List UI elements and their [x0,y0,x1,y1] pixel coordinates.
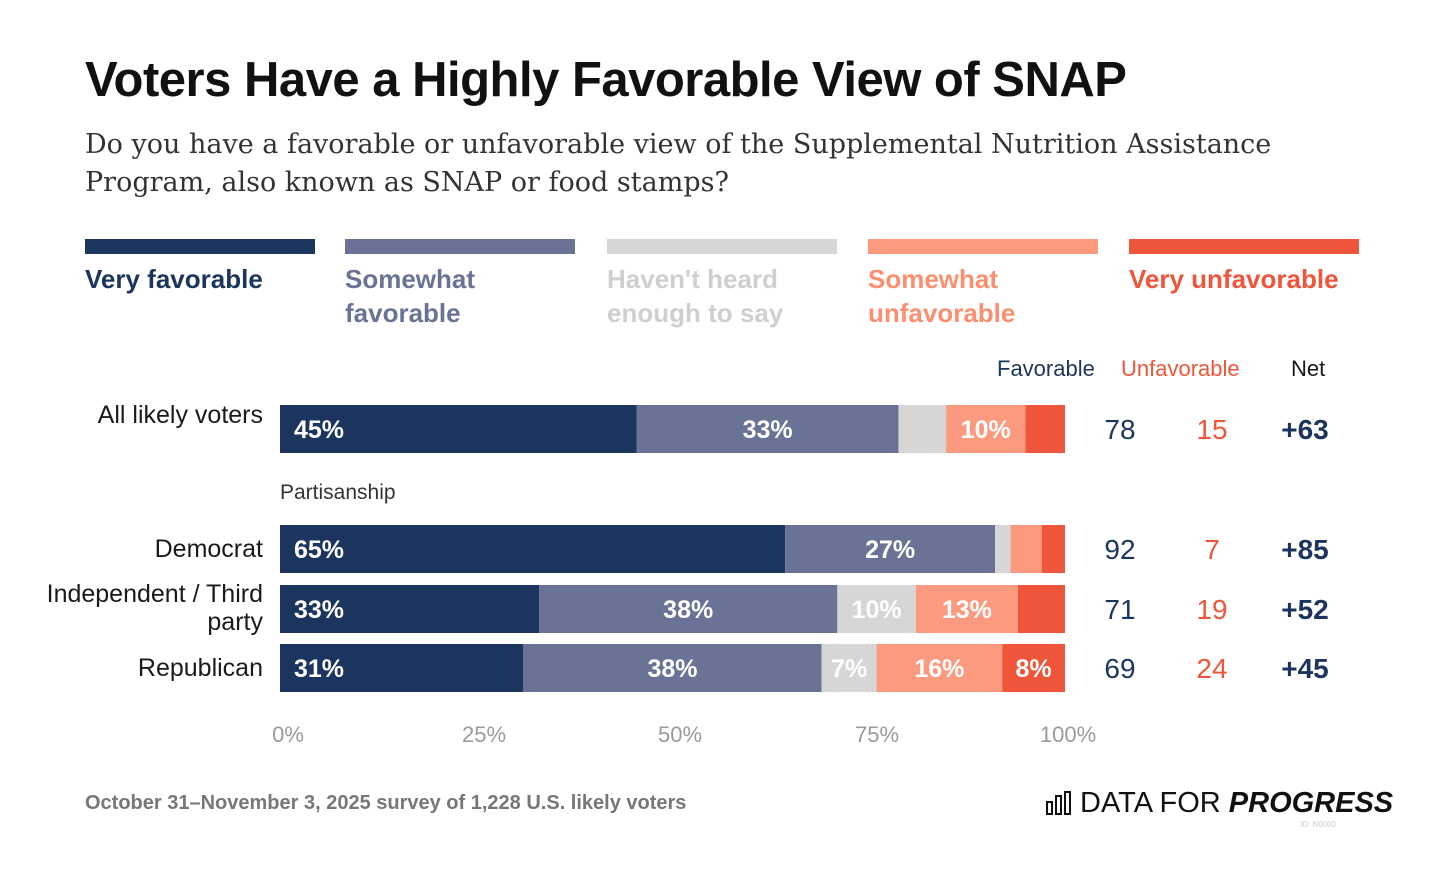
net-value: +45 [1281,653,1329,684]
bar-value-label: 7% [831,655,867,683]
bar-segment-very-favorable [280,525,786,573]
bar-segment-somewhat-unfavorable [1010,525,1042,573]
bar-segment-havent-heard [821,644,877,692]
legend-very-favorable: Very favorable [85,239,315,296]
unfavorable-value: 19 [1196,594,1227,625]
bar-value-label: 31% [294,655,344,683]
bar-segment-very-favorable [280,405,637,453]
legend-swatch [868,239,1098,254]
net-value: +52 [1281,594,1329,625]
legend-label: Somewhat unfavorable [868,264,1016,328]
favorable-value: 78 [1104,414,1135,445]
bar-segment-havent-heard [898,405,947,453]
bar-segment-very-favorable [280,644,524,692]
x-tick-label: 50% [658,722,702,747]
bar-value-label: 33% [294,596,344,624]
column-header-unfavorable: Unfavorable [1121,356,1240,381]
legend-somewhat-favorable: Somewhat favorable [345,239,575,330]
net-value: +85 [1281,534,1329,565]
id-tag: ID: N0000 [1300,820,1337,829]
row-label-republican: Republican [137,654,263,682]
bar-chart-icon [1046,791,1071,815]
bar-value-label: 13% [942,596,992,624]
bar-segment-very-favorable [280,585,540,633]
bar-segment-havent-heard [837,585,916,633]
x-tick-label: 25% [462,722,506,747]
favorable-value: 69 [1104,653,1135,684]
bar-value-label: 27% [865,536,915,564]
unfavorable-value: 15 [1196,414,1227,445]
chart-subtitle: Do you have a favorable or unfavorable v… [85,129,1272,198]
legend-label: Very favorable [85,264,263,294]
row-label-independent: Independent / Third party [46,580,263,636]
unfavorable-value: 24 [1196,653,1227,684]
bar-value-label: 10% [852,596,902,624]
brand-logo: DATA FOR PROGRESS [1046,786,1393,820]
bar-segment-very-unfavorable [1041,525,1065,573]
legend-label: Very unfavorable [1129,264,1339,294]
favorable-value: 92 [1104,534,1135,565]
bar-segment-somewhat-favorable [539,585,838,633]
bar-value-label: 45% [294,416,344,444]
legend-label: Haven't heard enough to say [607,264,784,328]
legend-swatch [1129,239,1359,254]
bar-segment-very-unfavorable [1025,405,1065,453]
source-footnote: October 31–November 3, 2025 survey of 1,… [85,792,687,814]
legend-havent-heard: Haven't heard enough to say [607,239,837,330]
bar-segment-somewhat-unfavorable [876,644,1003,692]
brand-text: DATA FOR PROGRESS [1080,787,1393,820]
x-tick-label: 75% [855,722,899,747]
legend-very-unfavorable: Very unfavorable [1129,239,1359,296]
bar-value-label: 16% [914,655,964,683]
bar-value-label: 38% [663,596,713,624]
bar-value-label: 33% [743,416,793,444]
bar-value-label: 8% [1016,655,1052,683]
row-label-democrat: Democrat [154,535,263,563]
chart-title: Voters Have a Highly Favorable View of S… [85,53,1127,107]
bar-segment-somewhat-unfavorable [946,405,1026,453]
favorable-value: 71 [1104,594,1135,625]
brand-text-regular: DATA FOR [1080,786,1221,819]
bar-segment-very-unfavorable [1002,644,1065,692]
bar-segment-somewhat-favorable [636,405,899,453]
unfavorable-value: 7 [1204,534,1220,565]
x-tick-label: 100% [1040,722,1096,747]
group-label-partisanship: Partisanship [280,481,396,504]
legend-label: Somewhat favorable [345,264,476,328]
legend-somewhat-unfavorable: Somewhat unfavorable [868,239,1098,330]
bar-segment-somewhat-unfavorable [915,585,1018,633]
net-value: +63 [1281,414,1329,445]
column-header-favorable: Favorable [997,356,1095,381]
bar-value-label: 65% [294,536,344,564]
bar-segment-somewhat-favorable [785,525,996,573]
legend-swatch [85,239,315,254]
bar-value-label: 10% [961,416,1011,444]
brand-text-bold: PROGRESS [1228,786,1394,819]
x-tick-label: 0% [272,722,304,747]
column-header-net: Net [1291,356,1326,381]
legend-swatch [345,239,575,254]
row-label-all-likely-voters: All likely voters [97,401,263,429]
bar-segment-very-unfavorable [1017,585,1065,633]
bar-segment-havent-heard [995,525,1011,573]
legend-swatch [607,239,837,254]
bar-segment-somewhat-favorable [523,644,822,692]
bar-value-label: 38% [647,655,697,683]
